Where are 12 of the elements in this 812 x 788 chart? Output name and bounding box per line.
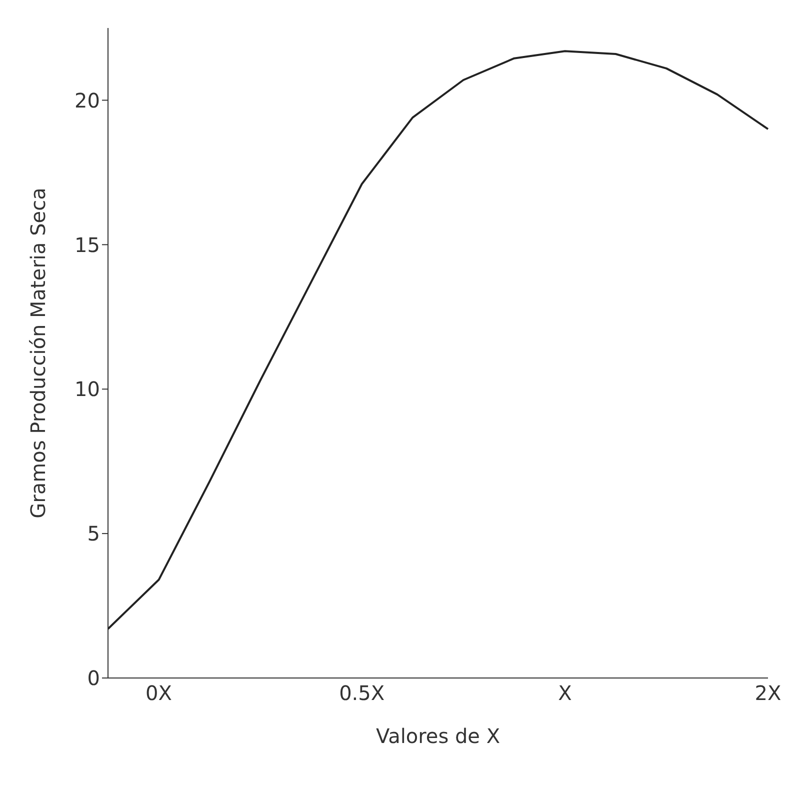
y-tick-label: 20	[74, 88, 100, 112]
x-axis-title: Valores de X	[376, 724, 500, 748]
y-tick-label: 15	[74, 232, 100, 257]
y-tick-label: 5	[87, 522, 100, 546]
x-tick-label: 0.5X	[339, 681, 385, 706]
x-tick-label: 0X	[146, 681, 172, 706]
line-series	[107, 50, 769, 630]
y-axis-title: Gramos Producción Materia Seca	[26, 188, 50, 518]
y-tick-label: 10	[74, 377, 100, 402]
y-tick-label: 0	[87, 666, 100, 690]
x-tick-label: X	[558, 681, 572, 706]
x-tick-label: 2X	[754, 681, 782, 706]
